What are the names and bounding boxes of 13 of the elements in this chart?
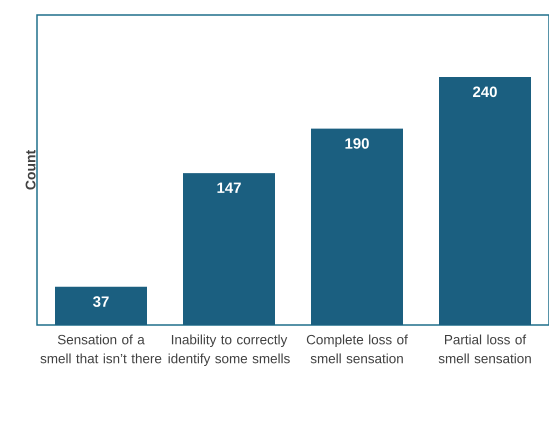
data-label: 37	[93, 296, 109, 307]
bar	[55, 286, 147, 325]
data-label: 240	[473, 86, 497, 98]
bar	[439, 76, 532, 325]
x-tick-label: Complete loss of smell sensation	[306, 334, 408, 364]
x-tick-label: Inability to correctly identify some smells	[168, 334, 290, 366]
bar	[183, 173, 275, 325]
data-label: 147	[217, 182, 241, 193]
x-tick-label: Partial loss of smell sensation	[438, 334, 531, 364]
bar	[311, 128, 404, 325]
data-label: 190	[345, 138, 369, 149]
y-axis-title: Count	[26, 150, 36, 190]
x-tick-label: Sensation of a smell that isn’t there	[40, 334, 162, 364]
